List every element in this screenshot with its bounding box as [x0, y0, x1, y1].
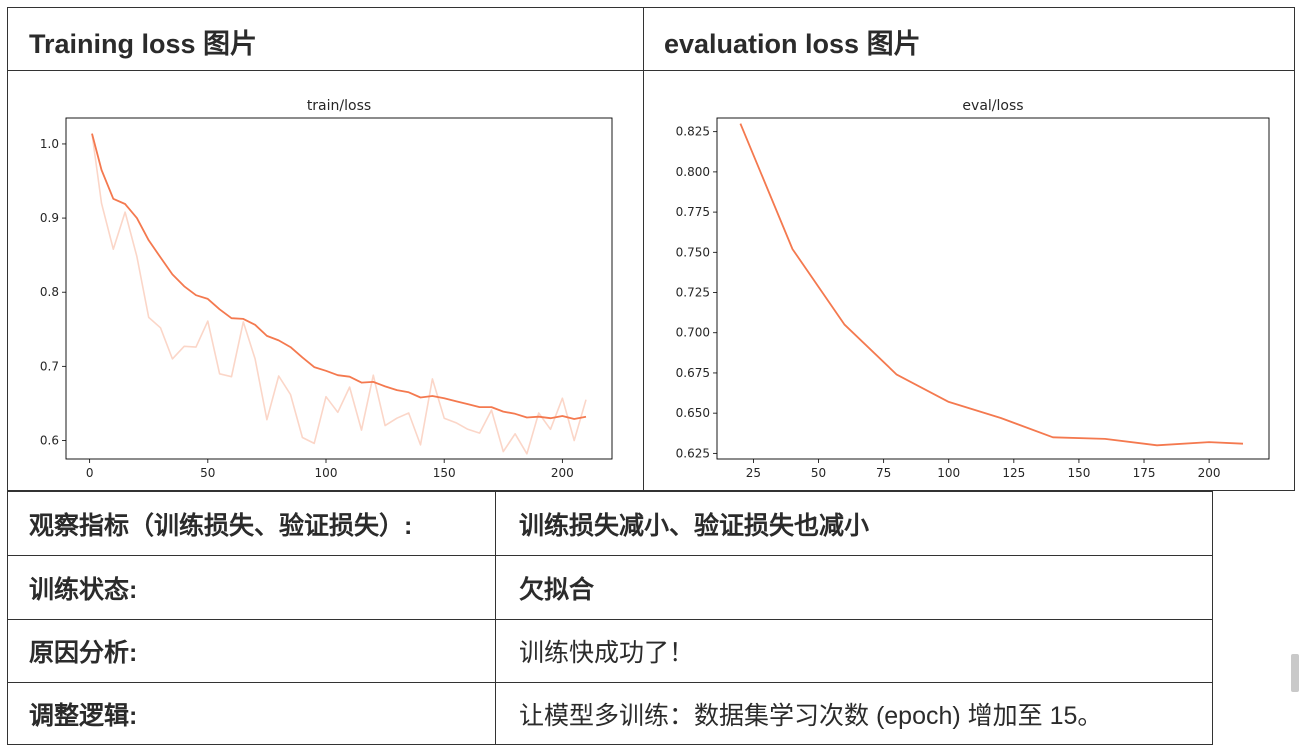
train-y-tick-label: 1.0	[40, 137, 59, 151]
table-row: 原因分析: 训练快成功了！	[8, 619, 1212, 682]
eval-x-tick-label: 125	[1002, 466, 1025, 480]
train-raw-series-line	[91, 133, 587, 455]
table-row: 训练状态: 欠拟合	[8, 555, 1212, 619]
row-value: 训练损失减小、验证损失也减小	[495, 492, 1212, 555]
eval-loss-plot: eval/loss 25 50 75 100 125 150 175 200 0.625 0.650…	[676, 98, 1270, 480]
train-x-tick-label: 150	[433, 466, 456, 480]
train-x-tick-label: 100	[315, 466, 338, 480]
row-value: 欠拟合	[495, 556, 1212, 619]
train-y-tick-label: 0.7	[40, 359, 59, 373]
eval-x-tick-label: 50	[811, 466, 826, 480]
eval-x-tick-label: 200	[1198, 466, 1221, 480]
eval-y-tick-label: 0.800	[676, 165, 710, 179]
eval-plot-frame	[716, 117, 1270, 460]
train-loss-plot: train/loss 0 50 100 150 200 0.6 0.7 0.8 0.9 1.0	[40, 98, 613, 480]
eval-y-tick-label: 0.775	[676, 205, 710, 219]
eval-x-tick-label: 175	[1133, 466, 1156, 480]
analysis-table: 观察指标（训练损失、验证损失）: 训练损失减小、验证损失也减小 训练状态: 欠拟…	[7, 491, 1213, 745]
header-divider	[8, 70, 1294, 71]
eval-x-tick-label: 75	[876, 466, 891, 480]
row-value: 训练快成功了！	[495, 620, 1212, 682]
evaluation-loss-header: evaluation loss 图片	[664, 29, 921, 59]
row-label: 调整逻辑:	[29, 702, 138, 730]
train-series-line	[91, 133, 587, 420]
train-x-tick-label: 200	[551, 466, 574, 480]
eval-y-tick-label: 0.725	[676, 286, 710, 300]
train-chart-title: train/loss	[307, 98, 371, 114]
eval-loss-chart: eval/loss 25 50 75 100 125 150 175 200 0.625 0.650…	[650, 83, 1290, 483]
table-row: 观察指标（训练损失、验证损失）: 训练损失减小、验证损失也减小	[8, 491, 1212, 555]
eval-x-tick-label: 150	[1067, 466, 1090, 480]
eval-chart-title: eval/loss	[962, 98, 1023, 114]
train-loss-chart: train/loss 0 50 100 150 200 0.6 0.7 0.8 0.9 1.0	[10, 83, 630, 483]
train-y-tick-label: 0.9	[40, 211, 59, 225]
row-label: 训练状态:	[29, 575, 138, 604]
eval-y-tick-label: 0.650	[676, 406, 710, 420]
row-label: 观察指标（训练损失、验证损失）:	[29, 511, 413, 540]
row-label: 原因分析:	[29, 639, 138, 667]
column-divider	[643, 8, 644, 490]
train-x-tick-label: 50	[200, 466, 215, 480]
train-plot-frame	[65, 117, 613, 460]
table-row: 调整逻辑: 让模型多训练：数据集学习次数 (epoch) 增加至 15。	[8, 682, 1212, 745]
eval-y-tick-label: 0.700	[676, 326, 710, 340]
eval-y-tick-label: 0.825	[676, 125, 710, 139]
train-y-tick-label: 0.6	[40, 433, 59, 447]
train-y-tick-label: 0.8	[40, 285, 59, 299]
scrollbar-thumb[interactable]	[1291, 654, 1299, 692]
eval-y-tick-label: 0.625	[676, 446, 710, 460]
training-loss-header: Training loss 图片	[29, 29, 258, 59]
eval-y-tick-label: 0.750	[676, 245, 710, 259]
eval-series-line	[739, 123, 1244, 447]
loss-images-table: Training loss 图片 evaluation loss 图片 trai…	[7, 7, 1295, 491]
eval-x-tick-label: 100	[937, 466, 960, 480]
row-value: 让模型多训练：数据集学习次数 (epoch) 增加至 15。	[495, 683, 1212, 745]
eval-x-tick-label: 25	[746, 466, 761, 480]
eval-y-tick-label: 0.675	[676, 366, 710, 380]
train-x-tick-label: 0	[86, 466, 94, 480]
